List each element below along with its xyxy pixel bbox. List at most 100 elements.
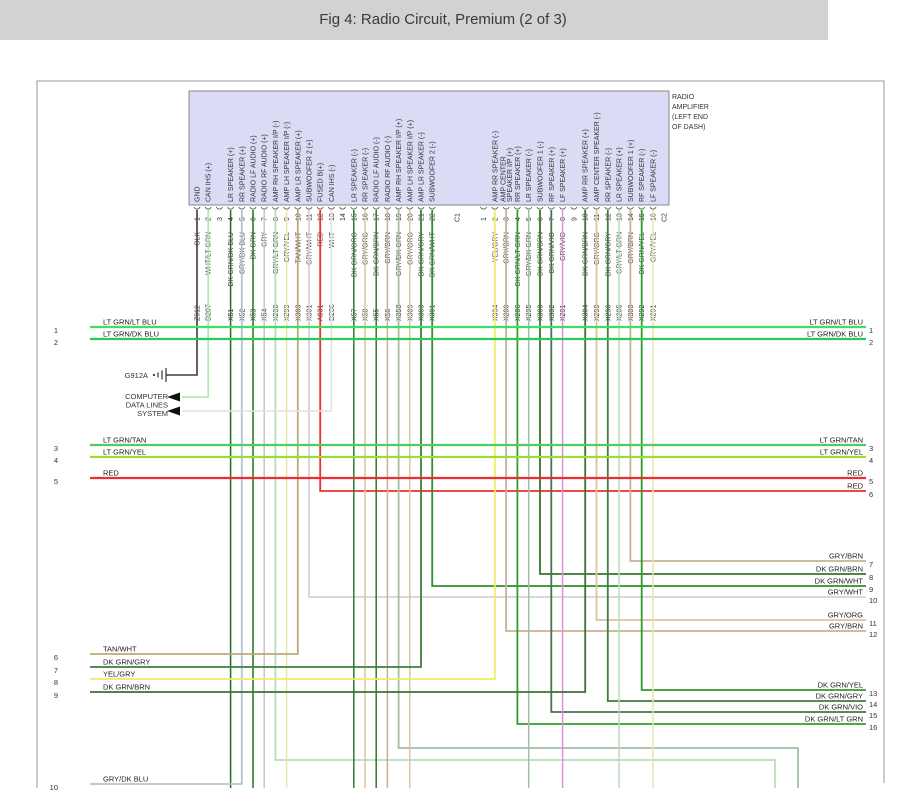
pin-bracket <box>283 206 291 210</box>
pin-C2-6: 6 SUBWOOFER 1 (-) DK GRN/BRN X390 8 DK GRN/BR… <box>536 141 873 582</box>
wire-id: X296 <box>605 305 612 321</box>
pin-number: 21 <box>419 213 426 221</box>
right-wire-number: 1 <box>869 326 873 335</box>
pin-number: 14 <box>628 213 635 221</box>
pin-function: LF SPEAKER (+) <box>560 148 567 202</box>
left-wire-label: LT GRN/YEL <box>103 448 146 457</box>
right-wire-label: GRY/BRN <box>829 622 863 631</box>
right-wire-number: 4 <box>869 456 873 465</box>
pin-bracket <box>238 206 246 210</box>
wire-color-label: DK GRN/ORG <box>351 232 358 277</box>
pin-number: 8 <box>560 217 567 221</box>
annotation-text: DATA LINES <box>126 401 168 410</box>
pin-function: SUBWOOFER 1 (+) <box>628 140 635 202</box>
pin-function: AMP RR SPEAKER (-) <box>492 131 499 202</box>
pin-C1-14: 14 <box>339 206 347 221</box>
right-wire-label: LT GRN/LT BLU <box>809 318 863 327</box>
pin-bracket <box>547 206 555 210</box>
header-bar: Fig 4: Radio Circuit, Premium (2 of 3) <box>0 0 828 40</box>
wire-color-label: DK GRN/GRY <box>605 232 612 277</box>
right-wire-number: 2 <box>869 338 873 347</box>
pin-C1-6: 6 RADIO LF AUDIO (+) DK GRN X53 <box>249 135 258 788</box>
left-wire-number: 8 <box>54 678 58 687</box>
wire-X296 <box>606 210 866 702</box>
pin-C2-9: 9 <box>570 206 578 221</box>
right-wire-number: 16 <box>869 723 877 732</box>
right-wire-number: 7 <box>869 560 873 569</box>
pin-bracket <box>491 206 499 210</box>
pin-number: 6 <box>538 217 545 221</box>
pin-bracket <box>559 206 567 210</box>
wire-color-label: GRY/BRN <box>628 232 635 264</box>
pin-number: 20 <box>407 213 414 221</box>
wire-color-label: DK GRN/BRN <box>538 232 545 276</box>
wire-color-label: GRY/LT GRN <box>617 232 624 274</box>
pin-bracket <box>480 206 487 210</box>
figure-title: Fig 4: Radio Circuit, Premium (2 of 3) <box>319 11 567 28</box>
wire-color-label: GRY/ORG <box>594 232 601 265</box>
pin-number: 16 <box>363 213 370 221</box>
right-wire-label: GRY/BRN <box>829 552 863 561</box>
pin-number: 19 <box>396 213 403 221</box>
pin-bracket <box>395 206 403 210</box>
left-wire-number: 3 <box>54 444 58 453</box>
pin-function: AMP CENTER SPEAKER (-) <box>594 112 601 202</box>
wire-id: X292 <box>639 305 646 321</box>
pin-bracket <box>361 206 369 210</box>
pin-number: 7 <box>262 217 269 221</box>
wire-color-label: YEL/GRY <box>492 232 499 263</box>
pin-number: 13 <box>329 213 336 221</box>
wire-id: X295 <box>526 305 533 321</box>
pin-function: SUBWOOFER 1 (-) <box>538 141 545 202</box>
left-wire-number: 7 <box>54 666 58 675</box>
wire-id: X302 <box>549 305 556 321</box>
pin-C1-10: 10 AMP LR SPEAKER (+) TAN/WHT X303 6 TAN/WHT <box>54 130 302 662</box>
pin-number: 9 <box>284 217 291 221</box>
right-wire-number: 9 <box>869 585 873 594</box>
pin-bracket <box>383 206 391 210</box>
right-wire-label: DK GRN/YEL <box>818 681 863 690</box>
amplifier-name: RADIO <box>672 94 695 101</box>
pin-number: 7 <box>549 217 556 221</box>
right-wire-number: 8 <box>869 573 873 582</box>
wire-color-label: DK GRN/VIO <box>549 231 556 273</box>
pin-bracket <box>249 206 257 210</box>
pin-function: SUBWOOFER 2 (-) <box>430 141 437 202</box>
pin-function: AMP RH SPEAKER I/P (+) <box>396 119 403 202</box>
left-wire-number: 4 <box>54 456 58 465</box>
pin-number: 3 <box>504 217 511 221</box>
pin-C1-17: 17 RADIO LF AUDIO (-) DK GRN/BRN X55 <box>372 137 381 788</box>
pin-number: 17 <box>374 213 381 221</box>
pin-function: RR SPEAKER (+) <box>515 146 522 202</box>
wire-id: X394 <box>492 305 499 321</box>
pin-C2-1: 1 <box>480 206 488 221</box>
right-wire-label: DK GRN/LT GRN <box>805 715 863 724</box>
wire-color-label: GRY/BRN <box>504 232 511 264</box>
pin-number: 10 <box>583 213 590 221</box>
pin-function: LR SPEAKER (-) <box>526 149 533 202</box>
amplifier-name: OF DASH) <box>672 124 705 131</box>
wire-color-label: GRY/ORG <box>363 232 370 265</box>
wire-X52 <box>90 210 243 785</box>
pin-C2-2: 2 AMP RR SPEAKER (-) YEL/GRY X394 8 YEL/GRY <box>54 131 499 687</box>
pin-number: 1 <box>481 217 488 221</box>
wire-X200 <box>505 210 866 632</box>
through-wire-4: 4 LT GRN/YEL 4 LT GRN/YEL <box>54 448 873 466</box>
wire-id: X290 <box>594 305 601 321</box>
through-wire-2: 2 LT GRN/DK BLU 2 LT GRN/DK BLU <box>54 330 873 348</box>
wire-X393 <box>90 210 422 668</box>
pin-bracket <box>305 206 313 210</box>
wire-id: X55 <box>374 308 381 321</box>
ground-dot <box>152 373 156 377</box>
left-wire-label: LT GRN/LT BLU <box>103 318 157 327</box>
right-wire-label: DK GRN/WHT <box>815 577 864 586</box>
right-wire-label: LT GRN/YEL <box>820 448 863 457</box>
right-wire-number: 6 <box>869 490 873 499</box>
connector-label-C2: C2 <box>662 213 669 222</box>
connector-label-C1: C1 <box>455 213 462 222</box>
